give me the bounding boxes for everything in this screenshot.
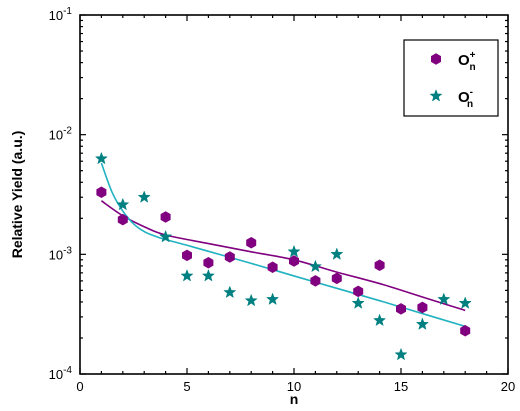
x-tick-label: 5: [183, 379, 190, 394]
data-point-series-2: [415, 317, 429, 330]
data-point-series-1: [289, 255, 299, 267]
data-point-series-1: [160, 211, 171, 223]
data-point-series-1: [310, 275, 321, 287]
data-point-series-2: [201, 269, 215, 282]
data-point-series-2: [458, 296, 472, 309]
legend-label-series-2: O-n: [458, 87, 473, 110]
y-tick-label: 10-2: [49, 126, 73, 143]
fit-line-series-2: [100, 162, 466, 328]
data-point-series-1: [96, 186, 107, 199]
data-point-series-2: [394, 347, 408, 361]
data-point-series-1: [331, 272, 342, 285]
legend-label-series-1: O+ n: [458, 50, 476, 73]
y-tick-label: 10-3: [49, 245, 73, 262]
x-tick-label: 10: [287, 379, 301, 394]
x-tick-label: 0: [76, 379, 83, 394]
data-points: [94, 151, 472, 361]
data-point-series-1: [224, 251, 235, 263]
data-point-series-2: [244, 293, 258, 307]
fit-line-series-1: [100, 200, 466, 312]
data-point-series-2: [159, 229, 173, 243]
legend-marker-series-1: [431, 53, 441, 65]
y-tick-label: 10-4: [49, 365, 73, 382]
data-point-series-1: [353, 285, 364, 298]
data-point-series-2: [180, 269, 194, 282]
legend: O+ n O-n: [403, 39, 499, 117]
data-point-series-1: [396, 303, 406, 315]
data-point-series-2: [373, 313, 387, 327]
data-point-series-2: [437, 292, 451, 306]
data-point-series-1: [267, 261, 278, 274]
data-point-series-1: [460, 324, 471, 337]
data-point-series-2: [287, 244, 301, 258]
y-tick-label: 10-1: [49, 6, 73, 23]
data-point-series-1: [203, 257, 214, 269]
data-point-series-2: [94, 151, 108, 165]
fit-curves: [100, 162, 466, 328]
data-point-series-1: [182, 249, 192, 262]
x-axis: 0 5 10 15 20: [76, 15, 515, 394]
y-axis: 10-4 10-3 10-2 10-1: [49, 6, 508, 382]
y-axis-title: Relative Yield (a.u.): [9, 131, 25, 259]
legend-box: [403, 39, 499, 117]
data-point-series-2: [223, 285, 237, 299]
x-tick-label: 15: [394, 379, 408, 394]
legend-marker-series-2: [429, 89, 443, 102]
data-point-series-1: [417, 301, 428, 314]
x-axis-title: n: [290, 391, 299, 407]
data-point-series-1: [117, 213, 128, 226]
data-point-series-1: [374, 259, 385, 272]
data-point-series-1: [246, 236, 257, 249]
data-point-series-2: [308, 259, 322, 273]
data-point-series-2: [116, 197, 130, 211]
data-point-series-2: [330, 247, 344, 260]
data-point-series-2: [137, 190, 151, 203]
data-point-series-2: [266, 292, 280, 306]
data-point-series-2: [351, 296, 365, 309]
x-tick-label: 20: [501, 379, 515, 394]
